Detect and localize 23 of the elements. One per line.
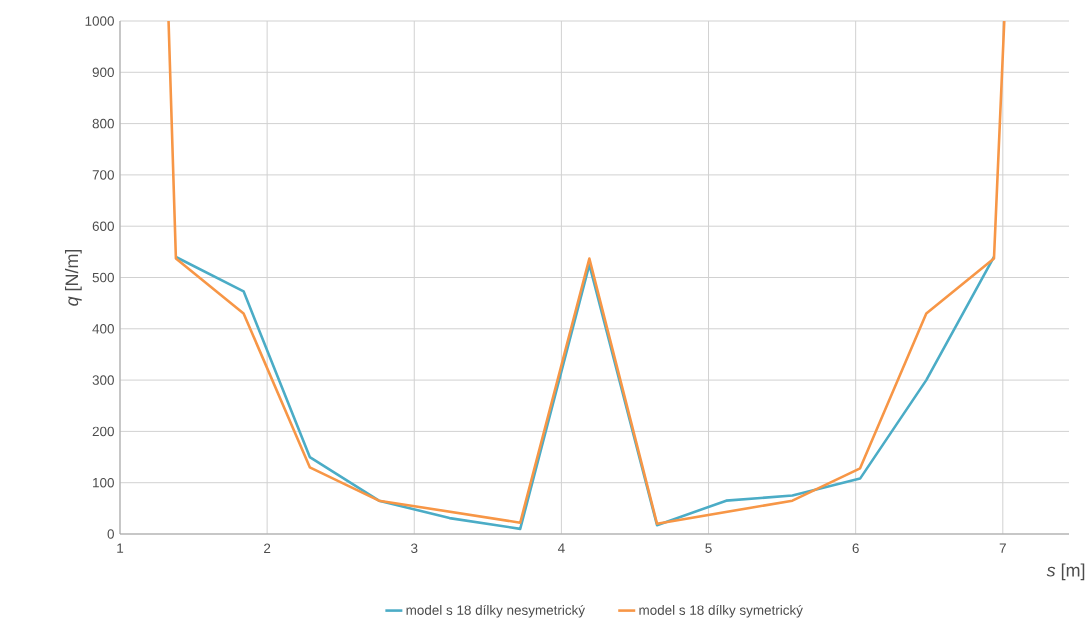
y-axis-title: q [N/m] (64, 249, 82, 306)
y-tick-label: 200 (92, 426, 114, 437)
y-tick-label: 700 (92, 170, 114, 180)
x-tick-label: 4 (557, 543, 565, 553)
y-tick-label: 300 (92, 375, 114, 385)
x-tick-label: 3 (411, 543, 418, 554)
line-series (167, 21, 1006, 526)
y-tick-label: 500 (92, 272, 114, 283)
legend-label: model s 18 dílky nesymetrický (406, 604, 585, 618)
y-tick-label: 800 (92, 118, 114, 129)
x-tick-label: 5 (705, 543, 712, 553)
y-tick-label: 0 (107, 529, 114, 539)
y-tick-label: 400 (92, 324, 114, 334)
x-tick-label: 1 (117, 543, 124, 553)
x-tick-label: 6 (852, 543, 859, 554)
x-tick-label: 2 (264, 543, 271, 553)
y-tick-label: 100 (93, 477, 114, 488)
y-tick-label: 900 (92, 67, 114, 78)
x-axis-title: s [m] (1046, 563, 1085, 581)
x-tick-label: 7 (999, 543, 1006, 553)
legend-label: model s 18 dílky symetrický (639, 604, 803, 618)
y-tick-label: 600 (92, 221, 114, 231)
y-tick-label: 1000 (85, 16, 114, 26)
